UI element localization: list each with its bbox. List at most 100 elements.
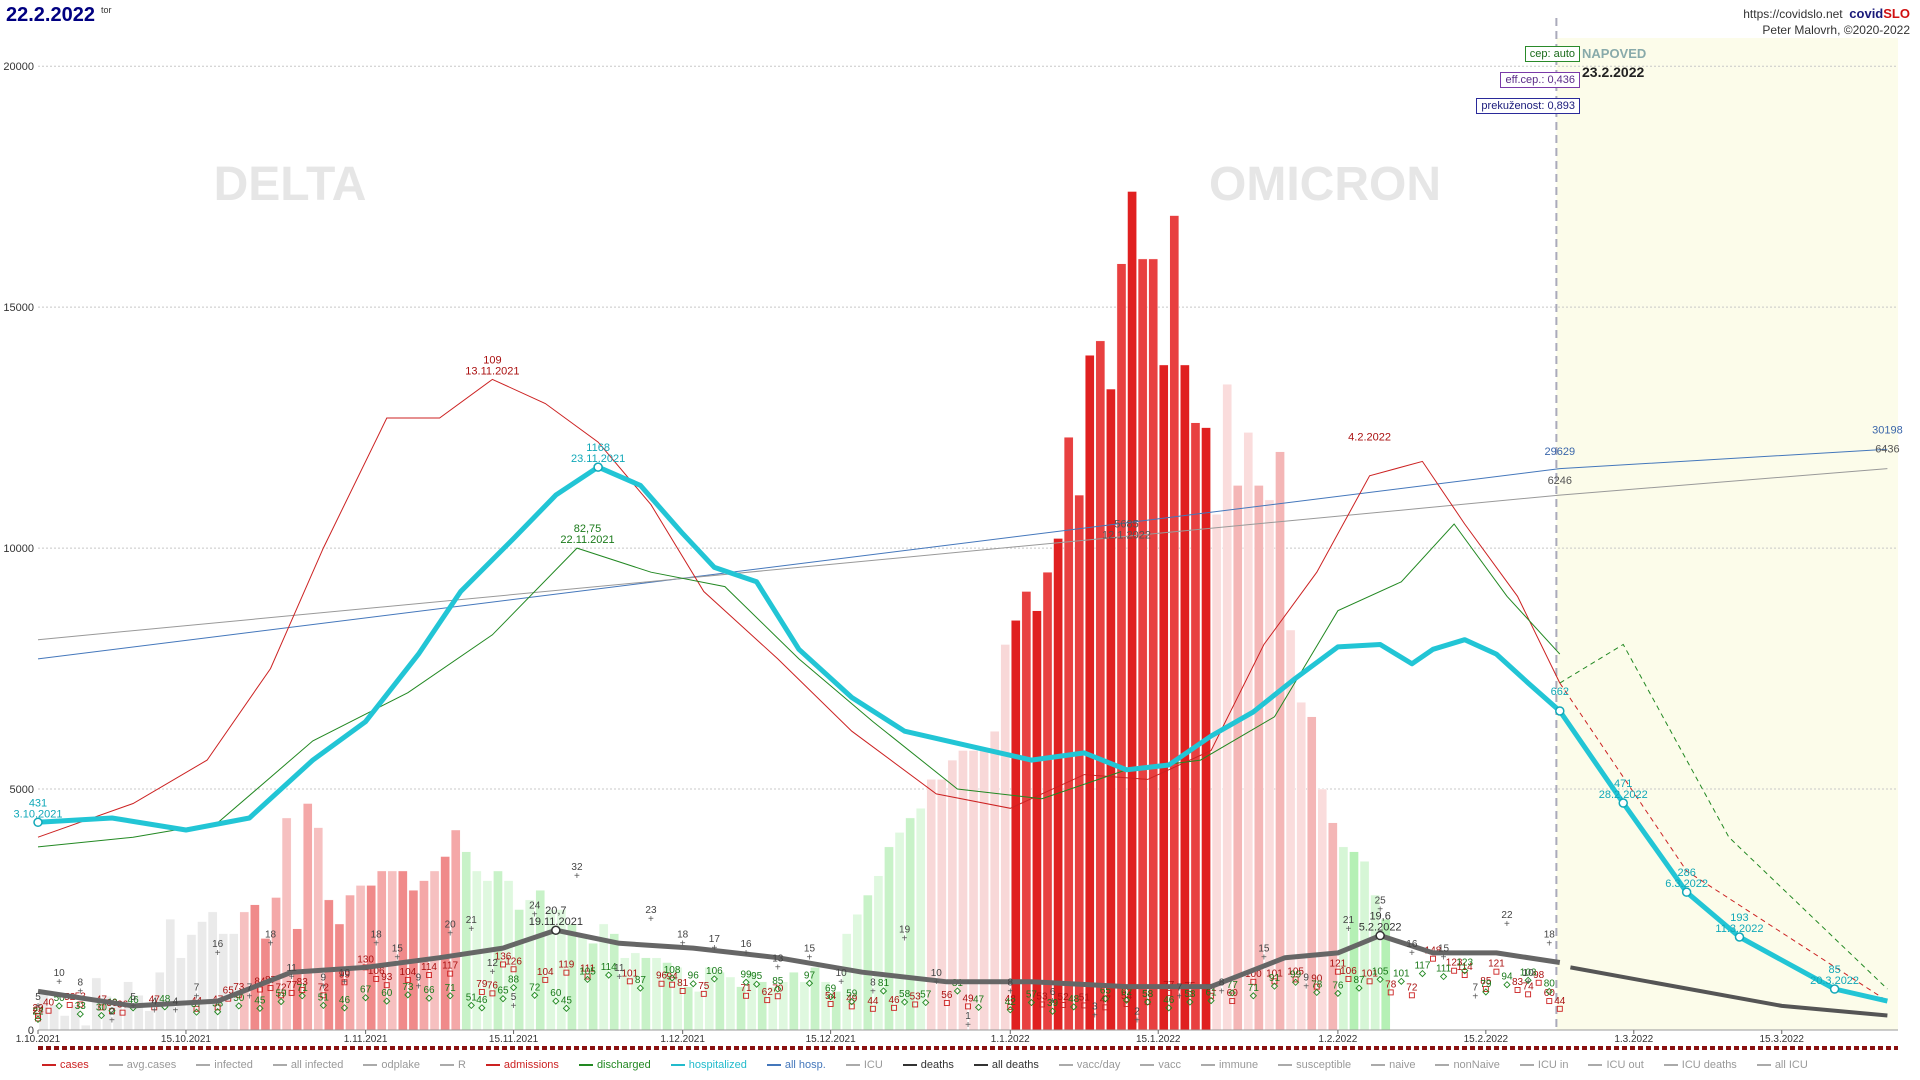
admission-point-label: 76 xyxy=(487,980,499,991)
death-point: + xyxy=(373,938,379,949)
death-point: + xyxy=(130,1001,136,1012)
admission-point-label: 53 xyxy=(910,991,922,1002)
legend-label: all ICU xyxy=(1774,1059,1808,1071)
legend-swatch xyxy=(1588,1064,1603,1066)
discharged-point xyxy=(1270,982,1279,990)
discharged-point xyxy=(1027,998,1036,1007)
legend-item[interactable]: hospitalized xyxy=(670,1059,747,1071)
discharged-point xyxy=(1165,1004,1173,1012)
discharged-point-label: 99 xyxy=(1290,969,1302,980)
legend-item[interactable]: discharged xyxy=(578,1059,651,1071)
y-tick-label: 0 xyxy=(28,1025,34,1037)
eff-cep-box: eff.cep.: 0,436 xyxy=(1500,72,1580,88)
death-point: + xyxy=(77,986,83,997)
admission-point xyxy=(584,973,591,980)
admission-point xyxy=(542,976,549,983)
discharged-point-label: 66 xyxy=(423,985,435,996)
admission-point-label: 94 xyxy=(667,972,679,983)
site-url[interactable]: https://covidslo.net xyxy=(1743,7,1843,21)
legend-item[interactable]: all hosp. xyxy=(766,1059,826,1071)
discharged-point-label: 108 xyxy=(664,965,681,976)
admission-point xyxy=(869,1005,876,1012)
legend-item[interactable]: naive xyxy=(1371,1059,1415,1071)
death-point: + xyxy=(711,943,717,954)
admission-point xyxy=(66,1001,73,1008)
admission-point-label: 65 xyxy=(223,986,235,997)
discharged-point xyxy=(953,987,962,995)
admission-point xyxy=(1123,1001,1130,1007)
admission-point xyxy=(1387,989,1394,996)
case-bar xyxy=(1106,388,1116,1031)
legend-item[interactable]: immune xyxy=(1200,1059,1258,1071)
legend-item[interactable]: susceptible xyxy=(1278,1059,1351,1071)
admission-point-label: 83 xyxy=(297,977,309,988)
legend-item[interactable]: ICU out xyxy=(1588,1059,1644,1071)
legend-item[interactable]: deaths xyxy=(902,1059,954,1071)
admission-point xyxy=(383,982,390,989)
admission-point xyxy=(965,1003,971,1010)
legend-item[interactable]: cases xyxy=(42,1059,89,1071)
case-bar xyxy=(324,899,334,1031)
case-bar xyxy=(588,943,598,1031)
discharged-point xyxy=(689,980,697,988)
discharged-point-label: 58 xyxy=(1184,989,1196,1000)
legend-item[interactable]: all deaths xyxy=(973,1059,1039,1071)
admission-point-label: 126 xyxy=(505,956,522,967)
death-point: + xyxy=(1377,905,1383,916)
death-point-label: 15 xyxy=(804,944,816,955)
author-credit: Peter Malovrh, ©2020-2022 xyxy=(1762,23,1910,37)
discharged-point-label: 57 xyxy=(920,990,932,1001)
discharged-point-label: 87 xyxy=(1353,975,1365,986)
death-point: + xyxy=(1525,977,1531,988)
discharged-point-label: 46 xyxy=(476,995,488,1006)
admission-point-label: 117 xyxy=(442,961,458,972)
discharged-point-label: 103 xyxy=(1520,967,1537,978)
discharged-point xyxy=(752,980,761,988)
legend-item[interactable]: avg.cases xyxy=(108,1059,176,1071)
legend-item[interactable]: ICU xyxy=(845,1059,883,1071)
admission-point-label: 56 xyxy=(941,990,953,1001)
admission-point-label: 48 xyxy=(1005,994,1017,1005)
discharged-point xyxy=(1334,989,1342,998)
forecast-region xyxy=(1556,38,1898,1030)
legend-item[interactable]: admissions xyxy=(485,1059,559,1071)
legend-item[interactable]: vacc/day xyxy=(1058,1059,1120,1071)
legend-label: nonNaive xyxy=(1453,1059,1500,1071)
legend-item[interactable]: ICU in xyxy=(1519,1059,1568,1071)
legend-item[interactable]: odplake xyxy=(363,1059,420,1071)
discharged-point-label: 99 xyxy=(741,969,753,980)
admission-point-label: 46 xyxy=(888,995,900,1006)
x-tick-label: 15.2.2022 xyxy=(1464,1034,1509,1045)
case-bar xyxy=(1159,364,1169,1031)
legend-item[interactable]: infected xyxy=(196,1059,253,1071)
legend-item[interactable]: all infected xyxy=(272,1059,343,1071)
annotation-date: 22.11.2021 xyxy=(560,534,614,546)
annotation-value: 85 xyxy=(1828,964,1840,976)
admission-point-label: 78 xyxy=(1385,979,1397,990)
admission-point xyxy=(1366,978,1373,985)
death-point-label: 16 xyxy=(212,939,224,950)
discharged-point-label: 101 xyxy=(1393,968,1410,979)
discharged-point-label: 51 xyxy=(466,992,478,1003)
annotation-date: 23.11.2021 xyxy=(571,453,625,465)
admission-point xyxy=(426,972,432,979)
discharged-point xyxy=(900,998,909,1006)
case-bar xyxy=(1021,591,1032,1031)
case-bar xyxy=(1063,437,1074,1031)
legend-swatch xyxy=(1663,1064,1678,1066)
admission-point-label: 123 xyxy=(1446,958,1463,969)
legend-label: ICU xyxy=(863,1059,883,1071)
death-point-label: 10 xyxy=(1523,968,1535,979)
death-point-label: 20 xyxy=(445,920,457,931)
discharged-point xyxy=(97,1011,106,1020)
legend-item[interactable]: ICU deaths xyxy=(1663,1059,1737,1071)
legend-item[interactable]: nonNaive xyxy=(1435,1059,1500,1071)
legend-item[interactable]: R xyxy=(439,1059,466,1071)
death-point: + xyxy=(902,933,908,944)
admission-point xyxy=(45,1007,52,1014)
legend-item[interactable]: vacc xyxy=(1140,1059,1181,1071)
case-bar xyxy=(440,856,450,1031)
admission-point-label: 74 xyxy=(1523,981,1535,992)
annotation-marker xyxy=(1375,930,1385,941)
legend-item[interactable]: all ICU xyxy=(1756,1059,1808,1071)
